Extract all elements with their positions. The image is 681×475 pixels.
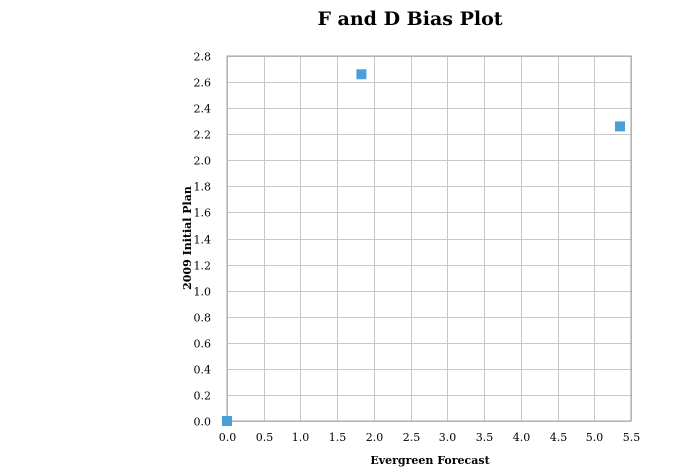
y-tick-label: 1.2: [194, 260, 212, 273]
y-tick-label: 1.8: [194, 181, 212, 194]
x-tick-label: 3.0: [439, 431, 457, 444]
x-tick-label: 5.0: [586, 431, 604, 444]
y-tick-label: 2.6: [194, 77, 212, 90]
grid: [227, 56, 632, 422]
x-tick-label: 2.0: [366, 431, 384, 444]
plot-area-frame: [226, 55, 632, 422]
data-points: [222, 69, 625, 426]
x-tick-label: 3.5: [476, 431, 494, 444]
x-tick-label: 1.5: [329, 431, 347, 444]
y-tick-label: 2.2: [194, 129, 212, 142]
y-tick-label: 0.6: [194, 338, 212, 351]
y-tick-labels: 0.0 0.2 0.4 0.6 0.8 1.0 1.2 1.4 1.6 1.8 2.0 2.2 2.4 2…: [194, 51, 212, 429]
y-tick-label: 0.4: [194, 364, 212, 377]
x-tick-label: 0.0: [219, 431, 237, 444]
x-axis-title: Evergreen Forecast: [370, 454, 490, 467]
x-tick-label: 2.5: [403, 431, 421, 444]
y-axis-title: 2009 Initial Plan: [181, 186, 194, 290]
x-tick-label: 1.0: [292, 431, 310, 444]
x-tick-label: 4.0: [513, 431, 531, 444]
y-tick-label: 2.4: [194, 103, 212, 116]
y-tick-label: 2.8: [194, 51, 212, 64]
y-tick-label: 2.0: [194, 155, 212, 168]
y-tick-label: 0.0: [194, 416, 212, 429]
y-tick-label: 0.2: [194, 390, 212, 403]
data-point[interactable]: [614, 121, 625, 132]
y-tick-label: 1.6: [194, 207, 212, 220]
y-tick-label: 0.8: [194, 312, 212, 325]
data-point[interactable]: [222, 416, 232, 426]
x-tick-label: 0.5: [256, 431, 274, 444]
data-point[interactable]: [356, 69, 367, 80]
x-tick-label: 5.5: [623, 431, 641, 444]
x-tick-labels: 0.0 0.5 1.0 1.5 2.0 2.5 3.0 3.5 4.0 4.5 5.0 5.5: [219, 431, 641, 444]
chart-title: F and D Bias Plot: [317, 8, 502, 30]
y-tick-label: 1.4: [194, 234, 212, 247]
y-tick-label: 1.0: [194, 286, 212, 299]
x-tick-label: 4.5: [550, 431, 568, 444]
